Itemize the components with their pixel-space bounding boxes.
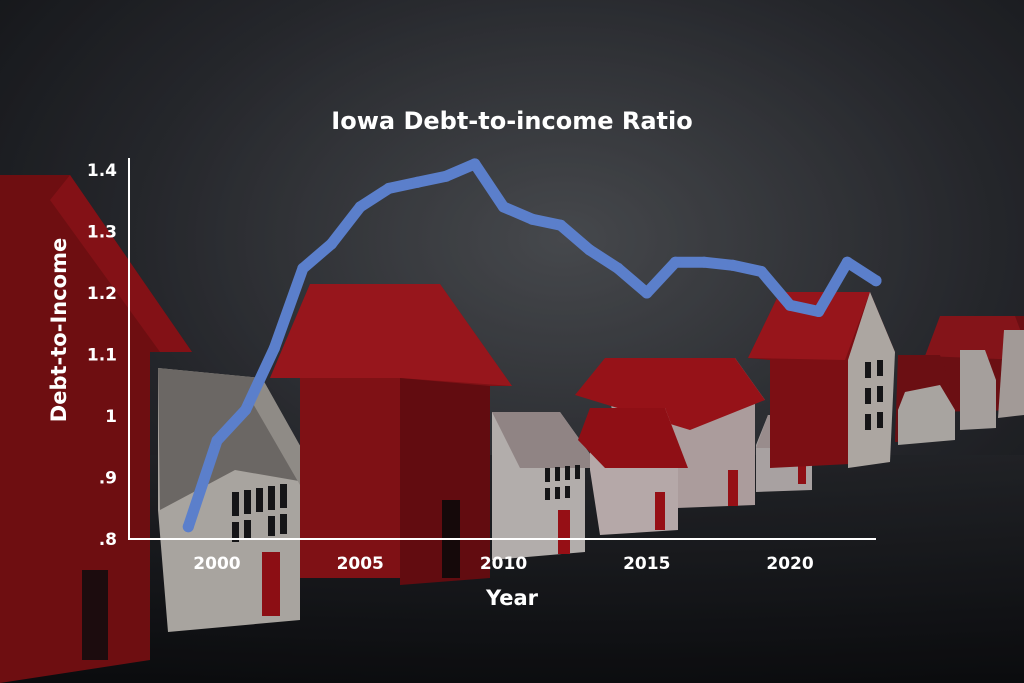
data-point (412, 176, 423, 188)
house-red-roof-2015 (575, 358, 765, 535)
houses-far-right (895, 316, 1024, 445)
x-tick-label: 2005 (337, 554, 384, 574)
y-tick-label: 1 (105, 407, 117, 427)
y-tick-label: 1.4 (87, 161, 117, 181)
data-point (326, 238, 338, 250)
series-layer (182, 158, 882, 533)
house-red-right (748, 292, 895, 468)
data-point (211, 435, 223, 447)
data-point (297, 262, 309, 274)
x-tick-label: 2010 (480, 554, 527, 574)
house-red-center (270, 284, 512, 585)
data-point (440, 170, 452, 182)
data-point (669, 256, 681, 268)
data-point (584, 244, 595, 256)
data-point (383, 182, 395, 194)
data-point (354, 201, 366, 213)
house-white-left (158, 368, 322, 632)
house-white-center (492, 412, 600, 560)
house-red-large-left (0, 175, 192, 683)
data-point (727, 259, 739, 271)
data-point (182, 521, 194, 533)
x-tick-label: 2020 (766, 554, 813, 574)
x-tick-label: 2015 (623, 554, 670, 574)
data-point (698, 256, 710, 268)
data-point (813, 306, 825, 317)
x-tick-labels: 2000 2005 2010 2015 2020 (193, 554, 814, 574)
y-tick-labels: .8 .9 1 1.1 1.2 1.3 1.4 (87, 161, 117, 550)
data-point (641, 287, 653, 299)
x-tick-label: 2000 (193, 554, 240, 574)
y-axis-label: Debt-to-Income (47, 238, 71, 422)
data-point (784, 299, 796, 311)
y-tick-label: 1.3 (87, 223, 117, 243)
data-point (555, 219, 567, 231)
y-tick-label: 1.2 (87, 284, 117, 304)
data-point (469, 158, 481, 170)
data-point (841, 256, 853, 268)
data-point (268, 342, 280, 354)
y-tick-label: .9 (99, 469, 117, 489)
y-tick-label: 1.1 (87, 346, 117, 366)
data-point (498, 201, 509, 213)
data-point (870, 275, 882, 287)
data-point (526, 213, 538, 225)
data-point (612, 262, 624, 274)
data-point (755, 266, 767, 277)
data-point (240, 404, 252, 416)
x-axis-label: Year (485, 586, 539, 610)
chart-title: Iowa Debt-to-income Ratio (331, 107, 692, 135)
y-tick-label: .8 (99, 530, 117, 550)
